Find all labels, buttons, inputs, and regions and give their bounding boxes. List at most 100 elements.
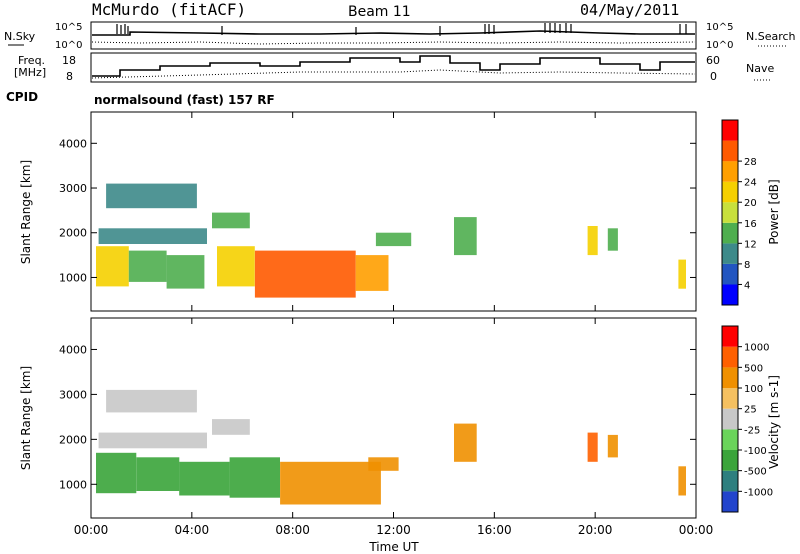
velocity-colorbar: 1000 500 100 25 -25 -100 -500 -1000 bbox=[721, 325, 773, 513]
power-marks bbox=[96, 183, 686, 298]
velocity-ytick-label-1: 2000 bbox=[59, 433, 87, 446]
power-region-10 bbox=[454, 217, 477, 256]
power-colorbar-swatch-0 bbox=[722, 284, 738, 305]
freq-panel-frame bbox=[90, 52, 697, 83]
power-ylabel: Slant Range [km] bbox=[19, 160, 33, 264]
cpid-label: CPID bbox=[6, 90, 38, 104]
velocity-colorbar-swatch-6 bbox=[722, 367, 738, 388]
station-title: McMurdo (fitACF) bbox=[92, 0, 246, 19]
power-colorbar-label-2: 12 bbox=[744, 239, 757, 250]
noise-right-tick-bottom: 10^0 bbox=[706, 40, 733, 51]
power-colorbar: 4 8 12 16 20 24 28 bbox=[721, 119, 757, 306]
power-region-5 bbox=[355, 255, 389, 291]
velocity-colorbar-frame bbox=[721, 325, 739, 513]
velocity-region-1 bbox=[136, 457, 180, 491]
power-colorbar-swatch-3 bbox=[722, 222, 738, 244]
nsky-trace bbox=[92, 30, 695, 36]
power-region-8 bbox=[212, 212, 250, 229]
power-colorbar-swatch-8 bbox=[722, 120, 738, 141]
velocity-region-4 bbox=[280, 461, 381, 505]
velocity-ylabel: Slant Range [km] bbox=[19, 366, 33, 470]
velocity-region-3 bbox=[229, 457, 280, 498]
time-tick-label-2: 08:00 bbox=[275, 523, 310, 537]
freq-label-line2: [MHz] bbox=[14, 66, 46, 79]
velocity-ytick-label-0: 1000 bbox=[59, 478, 87, 491]
power-colorbar-swatch-1 bbox=[722, 263, 738, 285]
power-region-1 bbox=[128, 250, 167, 282]
power-colorbar-label-4: 20 bbox=[744, 198, 757, 209]
nsearch-trace bbox=[91, 41, 696, 45]
power-colorbar-swatch-5 bbox=[722, 181, 738, 203]
noise-panel-frame bbox=[90, 21, 697, 50]
power-ytick-label-1: 2000 bbox=[59, 227, 87, 240]
velocity-colorbar-label-5: -100 bbox=[744, 446, 767, 457]
power-colorbar-label-3: 16 bbox=[744, 219, 757, 230]
nave-trace bbox=[91, 69, 696, 79]
power-y-axis: 1000 2000 3000 4000 bbox=[59, 137, 696, 284]
freq-label-line1: Freq. bbox=[18, 54, 45, 67]
velocity-colorbar-swatch-5 bbox=[722, 388, 738, 409]
velocity-colorbar-label: Velocity [m s-1] bbox=[767, 375, 781, 469]
power-region-9 bbox=[375, 232, 412, 247]
power-colorbar-swatch-4 bbox=[722, 202, 738, 223]
power-colorbar-swatch-7 bbox=[722, 140, 738, 162]
noise-left-tick-bottom: 10^0 bbox=[55, 40, 82, 51]
nave-right-tick-top: 60 bbox=[706, 54, 720, 67]
velocity-marks bbox=[96, 389, 686, 505]
power-region-12 bbox=[607, 228, 618, 251]
power-region-2 bbox=[166, 255, 205, 289]
velocity-region-7 bbox=[106, 389, 197, 413]
power-colorbar-label-5: 24 bbox=[744, 178, 757, 189]
velocity-colorbar-swatch-3 bbox=[722, 429, 738, 450]
power-ytick-label-0: 1000 bbox=[59, 271, 87, 284]
time-axis: 00:00 04:00 08:00 12:00 16:00 20:00 00:00 bbox=[74, 112, 714, 537]
nave-right-tick-bottom: 0 bbox=[710, 70, 717, 83]
power-region-11 bbox=[587, 226, 598, 256]
power-region-13 bbox=[678, 259, 686, 289]
power-colorbar-label-6: 28 bbox=[744, 157, 757, 168]
velocity-region-8 bbox=[212, 419, 250, 435]
power-region-3 bbox=[217, 246, 255, 287]
noise-left-tick-top: 10^5 bbox=[55, 22, 82, 33]
date-title: 04/May/2011 bbox=[580, 1, 679, 19]
velocity-region-2 bbox=[179, 461, 230, 496]
nsky-spikes bbox=[116, 23, 687, 36]
velocity-colorbar-label-6: -500 bbox=[744, 467, 767, 478]
velocity-region-5 bbox=[368, 457, 399, 471]
cpid-text: normalsound (fast) 157 RF bbox=[94, 93, 275, 107]
velocity-colorbar-label-2: 100 bbox=[744, 384, 763, 395]
beam-title: Beam 11 bbox=[348, 4, 411, 20]
velocity-colorbar-label-7: -1000 bbox=[744, 487, 773, 498]
velocity-ytick-label-2: 3000 bbox=[59, 388, 87, 401]
freq-trace bbox=[92, 55, 695, 77]
nave-label: Nave bbox=[746, 62, 774, 75]
velocity-colorbar-swatch-4 bbox=[722, 408, 738, 430]
velocity-region-0 bbox=[96, 452, 137, 494]
noise-right-tick-top: 10^5 bbox=[706, 22, 733, 33]
time-axis-label: Time UT bbox=[368, 540, 419, 554]
velocity-colorbar-swatch-2 bbox=[722, 450, 738, 471]
nsearch-label: N.Search bbox=[746, 30, 796, 43]
power-region-0 bbox=[96, 246, 129, 287]
freq-left-tick-top: 18 bbox=[62, 54, 76, 67]
power-region-7 bbox=[106, 183, 197, 209]
time-tick-label-3: 12:00 bbox=[376, 523, 411, 537]
velocity-colorbar-swatch-0 bbox=[722, 491, 738, 512]
velocity-colorbar-label-3: 25 bbox=[744, 405, 757, 416]
power-ytick-label-2: 3000 bbox=[59, 182, 87, 195]
power-region-4 bbox=[254, 250, 356, 298]
velocity-colorbar-swatch-8 bbox=[722, 326, 738, 347]
power-colorbar-label-0: 4 bbox=[744, 280, 750, 291]
power-colorbar-swatch-2 bbox=[722, 243, 738, 264]
velocity-region-12 bbox=[678, 466, 686, 496]
power-ytick-label-3: 4000 bbox=[59, 137, 87, 150]
velocity-colorbar-label-1: 500 bbox=[744, 363, 763, 374]
velocity-y-axis: 1000 2000 3000 4000 bbox=[59, 343, 696, 491]
time-tick-label-0: 00:00 bbox=[74, 523, 109, 537]
velocity-colorbar-label-0: 1000 bbox=[744, 343, 769, 354]
time-tick-label-6: 00:00 bbox=[679, 523, 714, 537]
nsky-label: N.Sky bbox=[4, 30, 36, 43]
velocity-colorbar-swatch-1 bbox=[722, 470, 738, 492]
velocity-region-9 bbox=[454, 423, 477, 462]
